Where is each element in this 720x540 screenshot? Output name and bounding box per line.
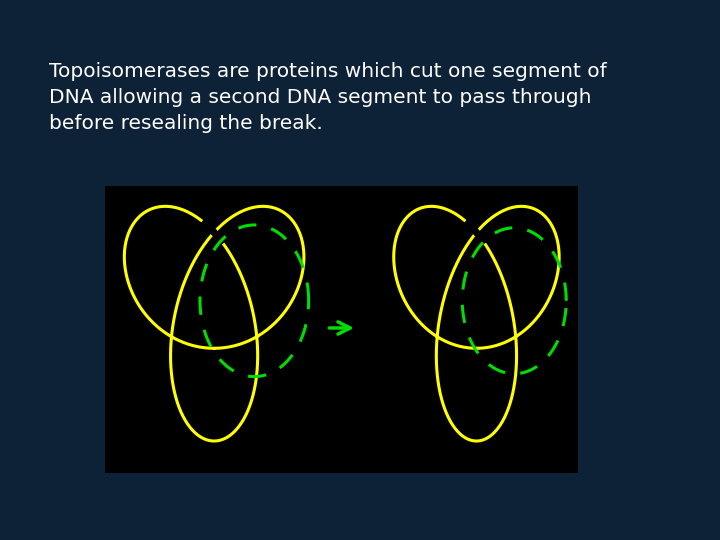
Text: Topoisomerases are proteins which cut one segment of
DNA allowing a second DNA s: Topoisomerases are proteins which cut on… — [49, 62, 607, 133]
Bar — [105, 186, 578, 472]
